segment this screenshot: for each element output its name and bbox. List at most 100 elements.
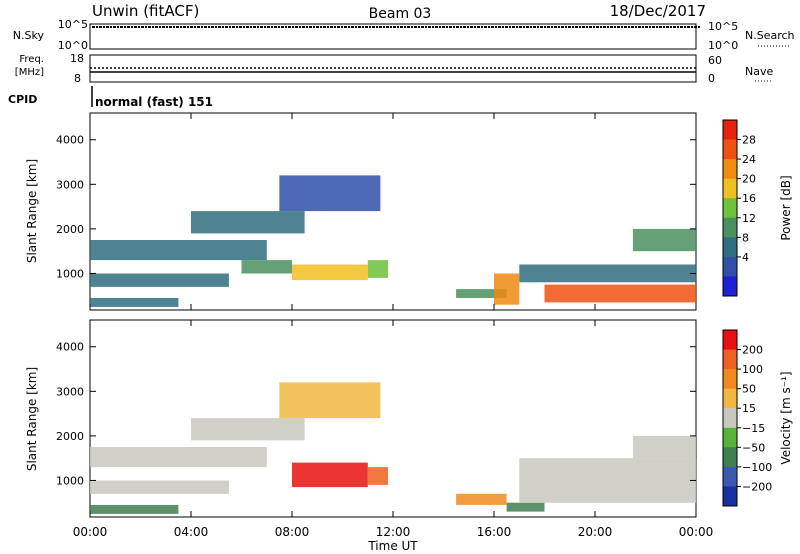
x-tick-label: 00:00	[73, 525, 108, 539]
power-colorbar-cell	[723, 120, 737, 140]
power-region-6	[279, 175, 381, 212]
velocity-colorbar-tick-label: 15	[742, 402, 756, 415]
velocity-colorbar-tick-label: 200	[742, 344, 763, 357]
velocity-region-9	[519, 458, 697, 503]
velocity-colorbar-tick-label: −200	[742, 480, 772, 493]
power-region-1	[90, 273, 229, 287]
nsearch-label: N.Search	[745, 29, 795, 42]
power-ytick-label: 3000	[56, 178, 84, 191]
power-colorbar-cell	[723, 217, 737, 238]
power-colorbar-cell	[723, 178, 737, 199]
velocity-region-5	[367, 467, 388, 485]
power-region-8	[456, 289, 507, 298]
velocity-colorbar-cell	[723, 349, 737, 370]
date-label: 18/Dec/2017	[610, 2, 706, 20]
power-region-11	[544, 284, 696, 303]
power-colorbar-tick-label: 20	[742, 173, 756, 186]
velocity-ylabel: Slant Range [km]	[25, 367, 39, 471]
power-region-4	[241, 260, 292, 274]
x-tick-label: 04:00	[174, 525, 209, 539]
nsky-right-tick-bottom: 10^0	[708, 39, 738, 52]
freq-unit-label: [MHz]	[15, 67, 44, 78]
x-axis-label: Time UT	[367, 539, 418, 553]
velocity-colorbar-label: Velocity [m s⁻¹]	[779, 371, 793, 464]
velocity-colorbar-ticks: 200 100 50 15 −15 −50 −100 −200	[737, 344, 772, 493]
velocity-ytick-label: 1000	[56, 474, 84, 487]
power-colorbar-tick-label: 28	[742, 134, 756, 147]
x-tick-label: 00:00	[679, 525, 714, 539]
power-panel: 4000 3000 2000 1000 Slant Range [km]	[25, 112, 697, 311]
velocity-marks	[90, 382, 697, 514]
power-colorbar-tick-label: 4	[742, 251, 749, 264]
power-colorbar: 28 24 20 16 12 8 4 Power [dB]	[722, 119, 793, 297]
velocity-colorbar-cell	[723, 466, 737, 487]
velocity-y-ticks: 4000 3000 2000 1000	[56, 341, 696, 487]
power-colorbar-ticks: 28 24 20 16 12 8 4	[737, 134, 756, 264]
nsky-label: N.Sky	[13, 29, 45, 42]
velocity-region-6	[279, 382, 381, 419]
x-tick-label: 20:00	[578, 525, 613, 539]
power-colorbar-tick-label: 16	[742, 192, 756, 205]
velocity-colorbar-cell	[723, 427, 737, 448]
power-colorbar-tick-label: 24	[742, 153, 756, 166]
station-title: Unwin (fitACF)	[92, 2, 199, 20]
nave-label: Nave	[745, 65, 773, 78]
velocity-panel: 4000 3000 2000 1000 Slant Range [km]	[25, 319, 697, 518]
velocity-region-1	[90, 480, 229, 494]
cpid-label: CPID	[8, 93, 37, 106]
nsky-tick-bottom: 10^0	[58, 39, 88, 52]
power-colorbar-cell	[723, 237, 737, 258]
velocity-colorbar-cell	[723, 486, 737, 507]
power-ytick-label: 2000	[56, 223, 84, 236]
nsky-right-tick-top: 10^5	[708, 20, 738, 33]
velocity-colorbar-cells	[723, 330, 737, 507]
power-ytick-label: 1000	[56, 267, 84, 280]
power-colorbar-cell	[723, 198, 737, 219]
velocity-region-10	[632, 435, 696, 459]
nsky-tick-top: 10^5	[58, 18, 88, 31]
freq-label: Freq.	[19, 54, 44, 65]
velocity-region-0	[90, 447, 267, 468]
freq-tick-top: 18	[70, 52, 84, 65]
power-region-10	[519, 264, 697, 283]
power-y-ticks: 4000 3000 2000 1000	[56, 134, 696, 280]
freq-panel: Freq. [MHz] 18 8 60 0 Nave	[15, 52, 774, 85]
velocity-colorbar-cell	[723, 369, 737, 389]
power-region-7	[367, 260, 388, 278]
power-colorbar-tick-label: 12	[742, 212, 756, 225]
velocity-region-7	[456, 493, 507, 505]
cpid-text: normal (fast) 151	[95, 95, 213, 109]
power-region-2	[90, 298, 179, 307]
power-ytick-label: 4000	[56, 134, 84, 147]
velocity-ytick-label: 3000	[56, 385, 84, 398]
velocity-ytick-label: 4000	[56, 341, 84, 354]
velocity-colorbar-cell	[723, 330, 737, 350]
x-tick-label: 12:00	[376, 525, 411, 539]
power-colorbar-label: Power [dB]	[779, 175, 793, 240]
nsky-panel: N.Sky 10^5 10^0 10^5 10^0 N.Search	[13, 18, 795, 52]
velocity-region-3	[191, 418, 305, 441]
velocity-colorbar-tick-label: −15	[742, 422, 765, 435]
power-ylabel: Slant Range [km]	[25, 159, 39, 263]
power-region-0	[90, 240, 267, 261]
nave-tick-bottom: 0	[708, 72, 715, 85]
velocity-ytick-label: 2000	[56, 430, 84, 443]
power-colorbar-cells	[723, 120, 737, 297]
velocity-colorbar-cell	[723, 447, 737, 468]
power-colorbar-cell	[723, 256, 737, 277]
time-axis: 00:00 04:00 08:00 12:00 16:00 20:00 00:00	[73, 113, 714, 539]
velocity-region-4	[292, 462, 368, 488]
velocity-colorbar-tick-label: −50	[742, 441, 765, 454]
velocity-colorbar-tick-label: 50	[742, 383, 756, 396]
power-colorbar-cell	[723, 139, 737, 160]
freq-tick-bottom: 8	[74, 72, 81, 85]
velocity-colorbar-cell	[723, 408, 737, 429]
velocity-region-8	[506, 502, 545, 512]
velocity-region-2	[90, 505, 179, 514]
nave-tick-top: 60	[708, 54, 722, 67]
velocity-colorbar-tick-label: −100	[742, 461, 772, 474]
velocity-colorbar: 200 100 50 15 −15 −50 −100 −200 Velocity [m s⁻¹…	[722, 329, 793, 507]
power-colorbar-cell	[723, 276, 737, 297]
